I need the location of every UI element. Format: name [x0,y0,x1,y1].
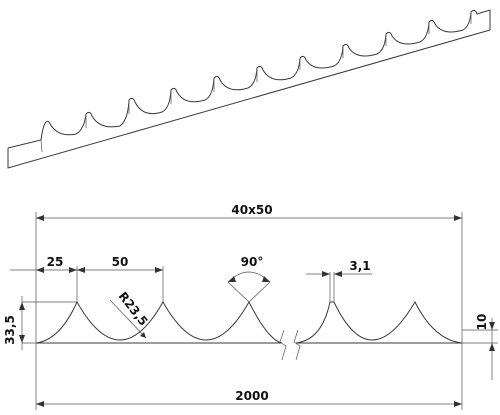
perspective-view [7,9,491,169]
dim-label-total-length: 2000 [235,389,268,403]
thickness-lip [329,272,335,302]
front-view [35,272,463,361]
profile-scallops-right [295,300,463,344]
dim-label-angle: 90° [241,255,264,269]
dim-label-height: 33,5 [3,315,17,345]
dim-label-base-height: 10 [475,314,489,331]
perspective-ridge-lines [40,12,472,153]
dim-label-thickness: 3,1 [349,259,370,273]
profile-scallops-left [76,300,283,344]
dim-label-section: 40x50 [231,203,272,217]
break-mark-left [279,329,287,361]
break-mark-right [293,329,301,361]
dim-label-spacing-first: 25 [47,255,64,269]
perspective-profile-bottom [7,29,491,169]
dim-label-radius: R23,5 [116,289,151,328]
dim-label-pitch: 50 [112,255,129,269]
perspective-profile-top [7,9,491,149]
dimension-lines [10,212,498,410]
profile-left-end [35,301,78,344]
